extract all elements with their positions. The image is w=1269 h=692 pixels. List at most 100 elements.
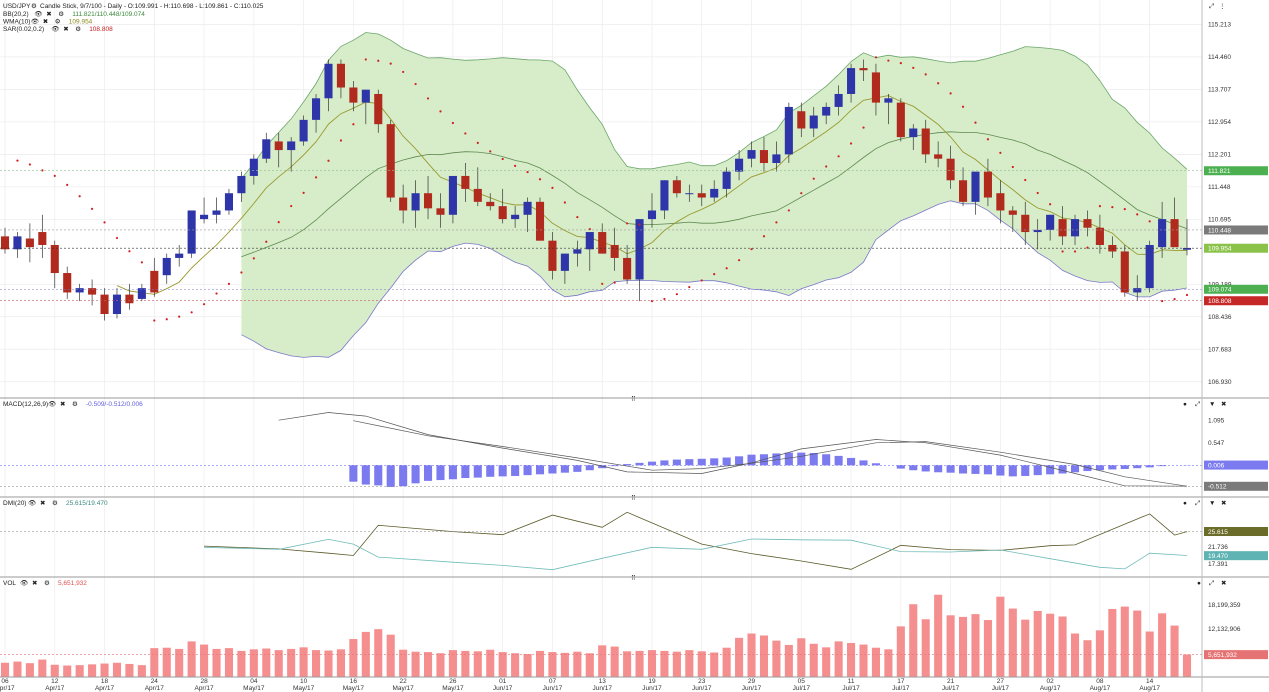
volume-bar [212,648,221,677]
volume-bar [747,633,756,677]
volume-bar [909,604,918,677]
indicator-values: 109.954 [69,19,93,26]
maximize-icon[interactable]: ⤢ [1209,3,1215,10]
volume-bar [884,649,893,677]
date-month-label: Jul/17 [842,685,860,692]
dot-icon[interactable]: ● [1197,580,1201,587]
down-arrow-icon[interactable]: ▼ [1209,500,1215,507]
dmi-values: 25.615/19.470 [66,500,108,507]
date-month-label: Jul/17 [992,685,1010,692]
price-panel-controls[interactable]: ⤢ ⋮ [1209,3,1226,10]
eye-icon[interactable]: 👁 [31,18,40,26]
volume-bar [847,642,856,677]
candle-body [249,158,258,176]
eye-icon[interactable]: 👁 [34,10,43,18]
date-day-label: 13 [599,678,607,685]
close-icon[interactable]: ✖ [46,11,52,18]
settings-icon[interactable]: ⚙ [52,499,58,507]
settings-icon[interactable]: ⚙ [58,10,64,18]
splitter-handle-macd[interactable]: ⠿ [631,395,636,403]
candle-body [809,115,818,129]
eye-icon[interactable]: 👁 [51,25,60,33]
close-icon[interactable]: ✖ [60,401,66,408]
eye-icon[interactable]: 👁 [20,579,29,587]
close-icon[interactable]: ✖ [63,26,69,33]
close-icon[interactable]: ✖ [1221,401,1227,408]
candle-body [274,141,283,151]
candle-body [685,193,694,195]
maximize-icon[interactable]: ⤢ [1195,401,1201,408]
macd-bar [1033,465,1042,476]
volume-panel[interactable] [0,594,1202,677]
candle-body [50,244,59,274]
macd-panel[interactable] [0,412,1202,488]
candle-body [448,175,457,215]
sar-dot [352,123,355,126]
more-icon[interactable]: ⋮ [1219,3,1226,10]
maximize-icon[interactable]: ⤢ [1209,580,1215,587]
settings-icon[interactable]: ⚙ [75,25,81,33]
close-icon[interactable]: ✖ [1221,500,1227,507]
sar-dot [700,279,703,282]
volume-bar [735,637,744,677]
sar-dot [961,105,965,108]
candle-body [436,208,445,215]
settings-icon[interactable]: ⚙ [31,2,37,10]
down-arrow-icon[interactable]: ▼ [1209,401,1215,408]
settings-icon[interactable]: ⚙ [72,400,78,408]
panel-resize-handles[interactable]: ⠿ ⠿ ⠿ [631,395,636,582]
macd-bar [486,465,495,477]
close-icon[interactable]: ✖ [1221,580,1227,587]
macd-bar [809,453,818,466]
date-day-label: 11 [848,678,855,685]
sar-dot [825,165,828,168]
splitter-handle-dmi[interactable]: ⠿ [631,494,636,502]
volume-bar [934,594,943,677]
close-icon[interactable]: ✖ [43,19,49,26]
candle-body [361,89,370,103]
candle-body [784,106,793,155]
sar-dot [762,235,766,238]
candle-body [523,201,532,215]
sar-dot [800,192,803,195]
indicator-legend: BB(20,2) 👁 ✖ ⚙ 111.821/110.448/109.074WMA(10… [3,10,145,33]
sar-dot [202,303,206,306]
macd-bar [1070,465,1080,473]
volume-bar [50,664,59,677]
macd-signal-line [353,420,1188,487]
candle-body [884,98,893,103]
close-icon[interactable]: ✖ [32,580,38,587]
volume-bar [1145,631,1154,677]
volume-bar [971,614,980,677]
sar-dot [165,318,168,321]
settings-icon[interactable]: ⚙ [44,579,50,587]
eye-icon[interactable]: 👁 [28,499,37,507]
candle-body [822,106,831,116]
macd-tick-label: 1.095 [1208,418,1225,425]
sar-dot [28,163,31,166]
price-panel[interactable] [0,32,1202,358]
macd-bar [685,459,694,466]
sar-dot [78,195,81,198]
candle-body [623,257,632,280]
sar-dot [937,82,940,85]
splitter-handle-vol[interactable]: ⠿ [631,574,636,582]
candle-body [697,193,706,198]
value-badge-label: 109.954 [1208,246,1232,253]
dot-icon[interactable]: ● [1183,500,1187,507]
date-month-label: Jun/17 [692,685,712,692]
date-month-label: Apr/17 [45,685,65,692]
eye-icon[interactable]: 👁 [48,400,57,408]
volume-bar [560,652,569,677]
indicator-values: 108.808 [89,26,113,33]
maximize-icon[interactable]: ⤢ [1195,500,1201,507]
close-icon[interactable]: ✖ [40,500,46,507]
settings-icon[interactable]: ⚙ [55,18,61,26]
sar-dot [1123,208,1126,211]
value-badge-label: 5,651,932 [1208,652,1237,659]
volume-bar [598,645,607,677]
price-tick-label: 110.695 [1208,217,1231,224]
dot-icon[interactable]: ● [1183,401,1187,408]
dmi-panel[interactable] [0,511,1202,571]
